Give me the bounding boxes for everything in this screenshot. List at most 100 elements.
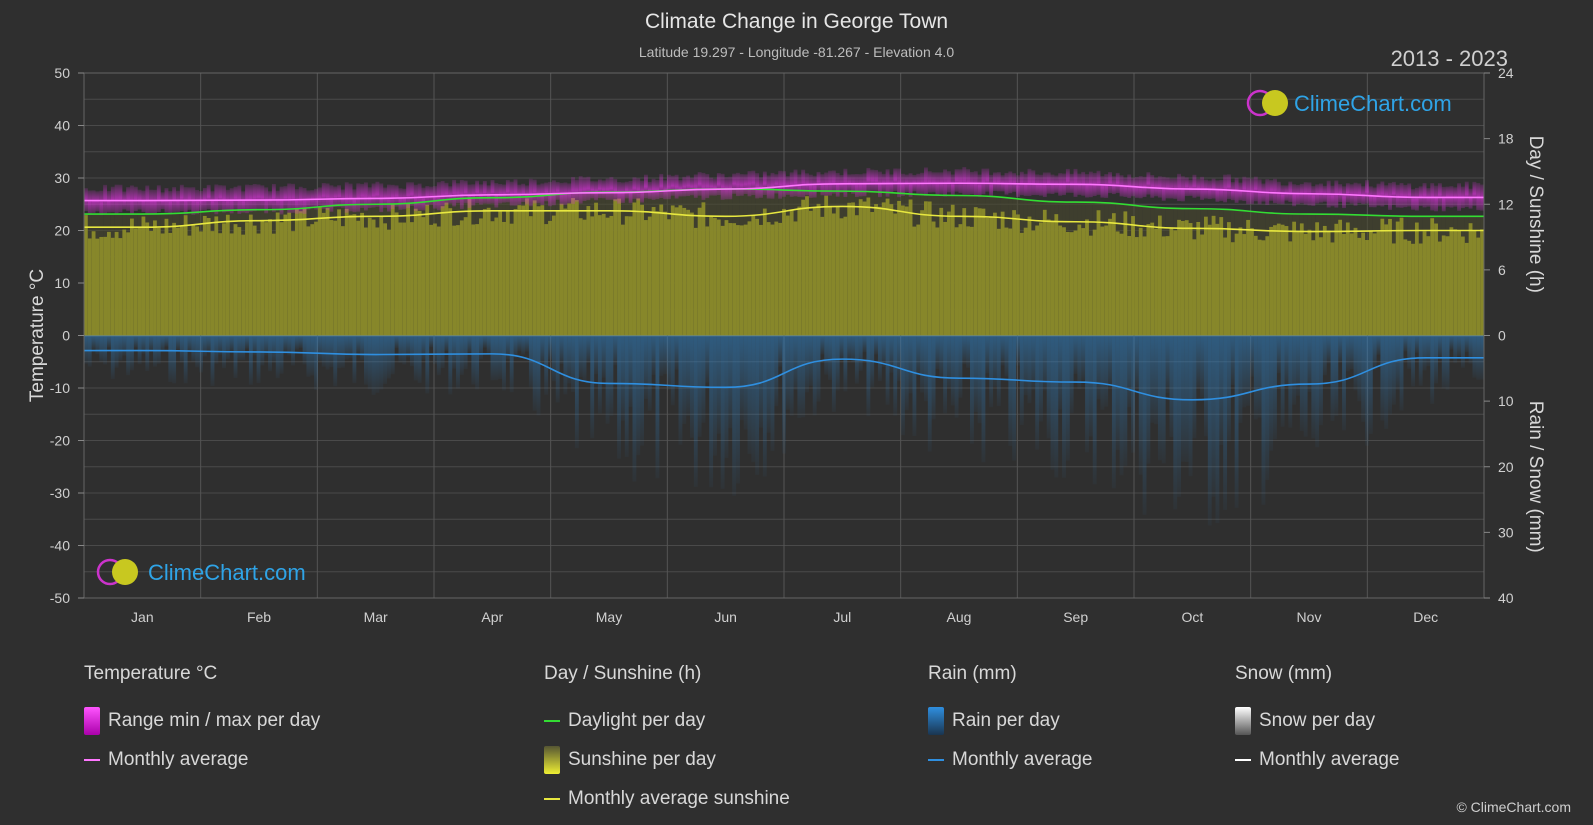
watermark-text-top: ClimeChart.com (1294, 91, 1452, 116)
temp-range-bar (966, 169, 971, 195)
rain-bar (110, 335, 115, 380)
rain-bar (1242, 335, 1247, 408)
rain-bar (801, 335, 806, 418)
sunshine-bar (1180, 220, 1185, 336)
sunshine-bar (245, 222, 249, 336)
rain-bar (881, 335, 886, 367)
rain-bar (225, 335, 230, 360)
left-tick-label: -40 (50, 538, 70, 554)
sunshine-bar (1115, 231, 1120, 336)
sunshine-bar (1184, 220, 1189, 336)
rain-bar (1100, 335, 1105, 410)
rain-bar (709, 335, 714, 488)
sunshine-bar (222, 223, 226, 336)
rain-bar (713, 335, 717, 456)
sunshine-bar (686, 209, 691, 336)
temp-range-bar (521, 183, 526, 203)
sunshine-bar (459, 220, 464, 336)
temp-range-bar (1395, 184, 1400, 208)
sunshine-bar (448, 208, 453, 336)
sunshine-bar (202, 215, 207, 336)
temp-range-bar (747, 171, 752, 197)
sunshine-bar (947, 211, 951, 336)
temp-range-bar (950, 174, 955, 196)
temp-range-bar (1368, 186, 1373, 208)
rain-bar (1315, 335, 1320, 448)
rain-bar (720, 335, 725, 489)
sunshine-bar (1315, 222, 1320, 336)
rain-bar (509, 335, 514, 393)
rain-bar (375, 335, 380, 393)
rain-bar (448, 335, 453, 395)
rain-bar (1115, 335, 1120, 451)
rain-bar (670, 335, 675, 406)
rain-bar (1441, 335, 1446, 389)
sunshine-bar (1391, 243, 1396, 336)
rain-bar (1292, 335, 1297, 405)
sunshine-bar (1073, 230, 1078, 336)
rain-bar (1096, 335, 1101, 400)
rain-bar (1234, 335, 1239, 508)
right-top-tick-label: 0 (1498, 328, 1506, 344)
sunshine-bar (1039, 222, 1043, 336)
temp-range-bar (931, 172, 936, 193)
rain-bar (1384, 335, 1389, 429)
temp-range-bar (981, 168, 986, 195)
rain-bar (686, 335, 691, 416)
rain-bar (387, 335, 391, 379)
rain-bar (433, 335, 437, 365)
rain-bar (1050, 335, 1055, 470)
sunshine-bar (935, 227, 940, 336)
rain-bar (1411, 335, 1415, 387)
rain-bar (440, 335, 445, 369)
rain-bar (1161, 335, 1166, 464)
sunshine-bar (467, 198, 472, 336)
rain-bar (1365, 335, 1369, 446)
rain-bar (1453, 335, 1458, 364)
rain-bar (329, 335, 334, 368)
temp-range-bar (153, 189, 157, 215)
month-label: May (596, 609, 622, 625)
temp-range-bar (1418, 186, 1423, 207)
sunshine-bar (843, 216, 848, 336)
rain-bar (766, 335, 771, 433)
rain-bar (176, 335, 180, 350)
sunshine-bar (697, 207, 702, 336)
sunshine-bar (632, 202, 637, 336)
temp-range-bar (874, 169, 878, 192)
temp-range-bar (1115, 172, 1120, 194)
temp-range-bar (126, 187, 131, 211)
rain-bar (1169, 335, 1174, 437)
sunshine-bar (241, 234, 246, 336)
rain-bar (1004, 335, 1009, 377)
sunshine-bar (1008, 228, 1013, 336)
rain-bar (828, 335, 832, 380)
sunshine-bar (1296, 231, 1300, 336)
legend-item: Range min / max per day (84, 701, 320, 740)
sunshine-bar (302, 207, 307, 336)
sunshine-bar (1204, 216, 1208, 336)
rain-bar (924, 335, 928, 402)
rain-bar (1422, 335, 1427, 371)
temp-range-bar (862, 173, 867, 197)
sunshine-bar (1211, 215, 1216, 336)
rain-bar (1388, 335, 1392, 415)
rain-bar (517, 335, 522, 352)
rain-bar (160, 335, 165, 352)
sunshine-bar (110, 237, 115, 336)
rain-bar (218, 335, 223, 355)
sunshine-bar (103, 236, 108, 336)
sunshine-bar (1307, 229, 1312, 336)
temp-range-bar (233, 186, 238, 210)
legend-day-title: Day / Sunshine (h) (544, 663, 702, 684)
rain-bar (1273, 335, 1277, 440)
rain-bar (1134, 335, 1139, 389)
sunshine-bar (137, 226, 142, 336)
legend-label: Daylight per day (568, 709, 706, 731)
year-range: 2013 - 2023 (1390, 46, 1508, 71)
sunshine-bar (1177, 219, 1181, 336)
sunshine-bar (1403, 239, 1408, 336)
sunshine-bar (1234, 233, 1239, 336)
rain-bar (1284, 335, 1289, 386)
sunshine-bar (973, 207, 978, 336)
